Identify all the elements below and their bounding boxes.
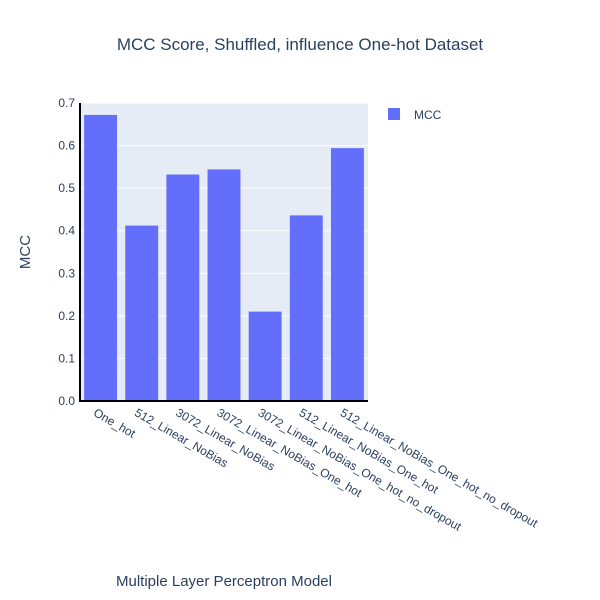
legend[interactable]: MCC (388, 108, 442, 122)
y-tick-label: 0.7 (58, 96, 75, 110)
x-tick-labels: One_hot512_Linear_NoBias3072_Linear_NoBi… (91, 405, 541, 534)
bar-group: One_hot: 0.672512_Linear_NoBias: 0.41230… (84, 114, 364, 402)
x-axis-title: Multiple Layer Perceptron Model (116, 573, 332, 590)
y-tick-label: 0.2 (58, 309, 75, 323)
y-axis-title: MCC (17, 235, 34, 269)
legend-label-mcc[interactable]: MCC (414, 108, 442, 122)
bar-512_Linear_NoBias_One_hot_no_dropout[interactable]: 512_Linear_NoBias_One_hot_no_dropout: 0.… (330, 148, 364, 401)
y-tick-label: 0.4 (58, 224, 75, 238)
y-tick-labels: 0.0 0.1 0.2 0.3 0.4 0.5 0.6 0.7 (58, 96, 75, 408)
axes (79, 103, 368, 402)
y-tick-label: 0.6 (58, 139, 75, 153)
bar-One_hot[interactable]: One_hot: 0.672 (84, 114, 118, 402)
y-tick-label: 0.3 (58, 266, 75, 280)
bar-3072_Linear_NoBias_One_hot_no_dropout[interactable]: 3072_Linear_NoBias_One_hot_no_dropout: 0… (248, 311, 282, 401)
chart-title: MCC Score, Shuffled, influence One-hot D… (117, 35, 484, 54)
bar-3072_Linear_NoBias_One_hot[interactable]: 3072_Linear_NoBias_One_hot: 0.544 (207, 169, 241, 401)
legend-swatch-mcc[interactable] (388, 108, 400, 120)
bar-512_Linear_NoBias[interactable]: 512_Linear_NoBias: 0.412 (125, 225, 159, 401)
y-tick-label: 0.0 (58, 394, 75, 408)
x-tick-label: One_hot (91, 405, 138, 440)
y-tick-label: 0.5 (58, 181, 75, 195)
bar-3072_Linear_NoBias[interactable]: 3072_Linear_NoBias: 0.532 (166, 174, 200, 401)
y-tick-label: 0.1 (58, 351, 75, 365)
bar-512_Linear_NoBias_One_hot[interactable]: 512_Linear_NoBias_One_hot: 0.436 (289, 215, 323, 401)
